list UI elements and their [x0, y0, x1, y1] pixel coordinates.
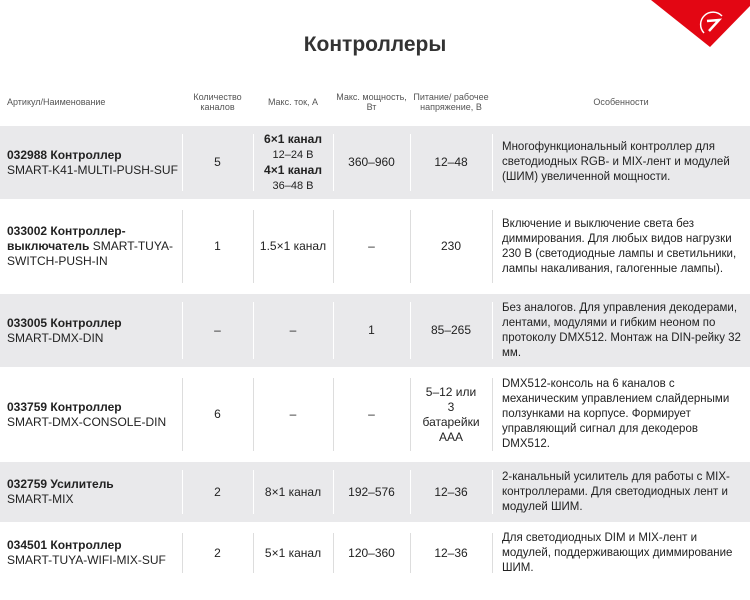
features-cell: Для светодиодных DIM и MIX-лент и модуле…	[492, 525, 750, 581]
power-cell: 360–960	[333, 126, 410, 199]
header-channels: Количество каналов	[193, 92, 242, 112]
product-name: 032759 Усилитель SMART-MIX	[0, 462, 182, 522]
power-cell: –	[333, 202, 410, 291]
features-cell: Без аналогов. Для управления декодерами,…	[492, 294, 750, 367]
header-power: Макс. мощность, Вт	[336, 92, 407, 112]
features-cell: DMX512-консоль на 6 каналов с механическ…	[492, 370, 750, 459]
voltage-cell: 85–265	[410, 294, 492, 367]
power-cell: 192–576	[333, 462, 410, 522]
products-table: Артикул/Наименование Количество каналов …	[0, 78, 750, 584]
table-row: 033759 Контроллер SMART-DMX-CONSOLE-DIN 6…	[0, 370, 750, 459]
product-name: 033005 Контроллер SMART-DMX-DIN	[0, 294, 182, 367]
product-name: 033002 Контроллер-выключатель SMART-TUYA…	[7, 224, 173, 268]
power-cell: 1	[333, 294, 410, 367]
current-cell: 5×1 канал	[253, 525, 333, 581]
table-row: 032988 Контроллер SMART-K41-MULTI-PUSH-SU…	[0, 126, 750, 199]
header-name: Артикул/Наименование	[7, 97, 106, 107]
current-cell: –	[253, 294, 333, 367]
table-row: 032759 Усилитель SMART-MIX 2 8×1 канал 19…	[0, 462, 750, 522]
current-cell: –	[253, 370, 333, 459]
channels-cell: 1	[182, 202, 253, 291]
table-row: 033005 Контроллер SMART-DMX-DIN – – 1 85–…	[0, 294, 750, 367]
current-cell: 1.5×1 канал	[253, 202, 333, 291]
header-current: Макс. ток, А	[267, 97, 319, 107]
table-row: 034501 Контроллер SMART-TUYA-WIFI-MIX-SUF…	[0, 525, 750, 581]
voltage-cell: 12–36	[410, 462, 492, 522]
page-title: Контроллеры	[303, 33, 447, 56]
features-cell: Многофункциональный контроллер для свето…	[492, 126, 750, 199]
channels-cell: 2	[182, 525, 253, 581]
power-cell: 120–360	[333, 525, 410, 581]
header-voltage: Питание/ рабочее напряжение, В	[413, 92, 489, 112]
channels-cell: 2	[182, 462, 253, 522]
current-cell: 8×1 канал	[253, 462, 333, 522]
product-name: 034501 Контроллер SMART-TUYA-WIFI-MIX-SUF	[7, 538, 166, 567]
brand-logo	[651, 0, 750, 47]
channels-cell: 5	[182, 126, 253, 199]
current-cell: 6×1 канал 12–24 В 4×1 канал 36–48 В	[253, 126, 333, 199]
channels-cell: 6	[182, 370, 253, 459]
product-name: 033759 Контроллер SMART-DMX-CONSOLE-DIN	[7, 399, 167, 429]
voltage-cell: 5–12 или 3 батарейки AAA	[410, 370, 492, 459]
voltage-cell: 230	[410, 202, 492, 291]
channels-cell: –	[182, 294, 253, 367]
product-name: 032988 Контроллер SMART-K41-MULTI-PUSH-SU…	[0, 126, 182, 199]
voltage-cell: 12–48	[410, 126, 492, 199]
header-features: Особенности	[593, 97, 649, 107]
features-cell: 2-канальный усилитель для работы с MIX-к…	[492, 462, 750, 522]
features-cell: Включение и выключение света без диммиро…	[492, 202, 750, 291]
table-row: 033002 Контроллер-выключатель SMART-TUYA…	[0, 202, 750, 291]
voltage-cell: 12–36	[410, 525, 492, 581]
power-cell: –	[333, 370, 410, 459]
